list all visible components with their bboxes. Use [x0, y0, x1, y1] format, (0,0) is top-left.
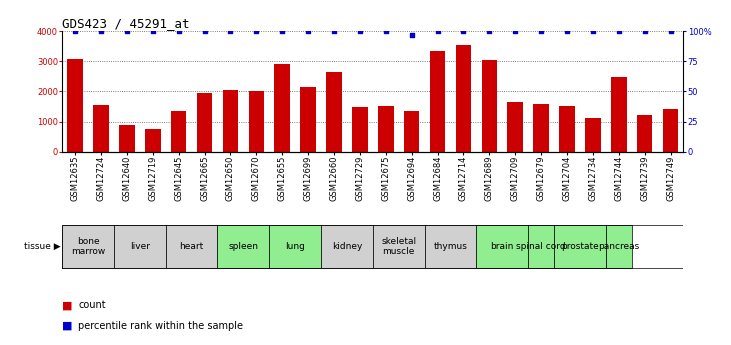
Point — [173, 28, 184, 34]
Text: skeletal
muscle: skeletal muscle — [381, 237, 416, 256]
Bar — [534, 104, 549, 152]
Text: thymus: thymus — [433, 242, 467, 251]
Bar — [373, 225, 425, 268]
Text: ■: ■ — [62, 300, 72, 310]
Bar — [166, 225, 218, 268]
Bar — [249, 91, 264, 152]
Bar — [425, 225, 477, 268]
Text: lung: lung — [285, 242, 305, 251]
Text: percentile rank within the sample: percentile rank within the sample — [78, 321, 243, 331]
Bar — [300, 87, 316, 152]
Text: pancreas: pancreas — [598, 242, 640, 251]
Point — [458, 28, 469, 34]
Point — [561, 28, 573, 34]
Bar — [274, 64, 290, 152]
Bar — [637, 115, 652, 152]
Point — [95, 28, 107, 34]
Bar — [352, 107, 368, 152]
Point — [432, 28, 444, 34]
Text: count: count — [78, 300, 106, 310]
Text: heart: heart — [179, 242, 204, 251]
Bar — [269, 225, 321, 268]
Point — [121, 28, 133, 34]
Bar — [528, 225, 554, 268]
Point — [380, 28, 392, 34]
Bar — [554, 225, 606, 268]
Text: spinal cord: spinal cord — [516, 242, 566, 251]
Bar — [482, 60, 497, 152]
Bar — [62, 225, 114, 268]
Point — [251, 28, 262, 34]
Point — [224, 28, 236, 34]
Text: brain: brain — [491, 242, 514, 251]
Point — [406, 32, 417, 38]
Bar — [119, 125, 135, 152]
Point — [613, 28, 624, 34]
Bar — [507, 102, 523, 152]
Point — [664, 28, 676, 34]
Point — [510, 28, 521, 34]
Bar — [67, 59, 83, 152]
Point — [147, 28, 159, 34]
Text: ■: ■ — [62, 321, 72, 331]
Point — [483, 28, 495, 34]
Bar — [145, 129, 161, 152]
Bar — [218, 225, 269, 268]
Text: spleen: spleen — [228, 242, 258, 251]
Bar — [223, 90, 238, 152]
Point — [639, 28, 651, 34]
Point — [276, 28, 288, 34]
Point — [328, 28, 340, 34]
Point — [69, 28, 81, 34]
Bar — [326, 72, 342, 152]
Text: GDS423 / 45291_at: GDS423 / 45291_at — [62, 17, 189, 30]
Bar — [663, 109, 678, 152]
Bar — [321, 225, 373, 268]
Bar — [477, 225, 528, 268]
Bar — [455, 45, 471, 152]
Point — [199, 28, 211, 34]
Bar — [378, 106, 393, 152]
Text: prostate: prostate — [561, 242, 599, 251]
Bar — [404, 111, 420, 152]
Bar — [94, 105, 109, 152]
Text: liver: liver — [130, 242, 150, 251]
Point — [587, 28, 599, 34]
Bar — [171, 111, 186, 152]
Point — [302, 28, 314, 34]
Bar — [611, 77, 626, 152]
Point — [535, 28, 547, 34]
Text: kidney: kidney — [332, 242, 362, 251]
Bar — [430, 51, 445, 152]
Bar — [114, 225, 166, 268]
Bar — [559, 106, 575, 152]
Bar — [197, 93, 212, 152]
Bar — [606, 225, 632, 268]
Text: bone
marrow: bone marrow — [71, 237, 105, 256]
Text: tissue ▶: tissue ▶ — [24, 242, 61, 251]
Bar — [585, 118, 601, 152]
Point — [354, 28, 366, 34]
